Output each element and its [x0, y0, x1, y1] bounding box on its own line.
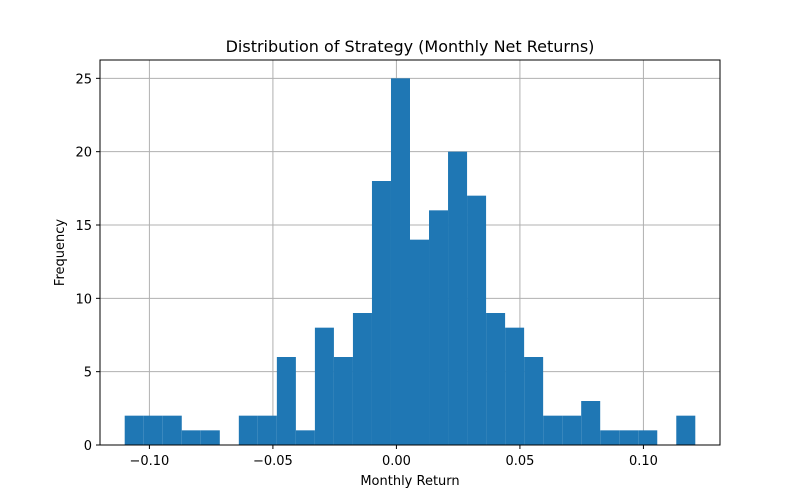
x-tick-label: 0.05 [505, 454, 534, 469]
histogram-bar [467, 195, 487, 445]
histogram-bar [619, 430, 639, 445]
x-tick-label: −0.10 [129, 454, 169, 469]
histogram-bar [448, 151, 468, 445]
histogram-bar [676, 415, 696, 445]
y-tick-label: 10 [75, 292, 92, 307]
x-axis-ticks: −0.10 −0.05 0.00 0.05 0.10 [129, 445, 658, 469]
histogram-bar [638, 430, 658, 445]
y-tick-label: 15 [75, 219, 92, 234]
histogram-bar [238, 415, 258, 445]
x-tick-label: 0.00 [382, 454, 411, 469]
chart-title: Distribution of Strategy (Monthly Net Re… [226, 37, 595, 56]
y-axis-ticks: 0 5 10 15 20 25 [75, 72, 100, 454]
histogram-bar [295, 430, 315, 445]
histogram-bar [162, 415, 182, 445]
histogram-bar [352, 313, 372, 445]
y-tick-label: 5 [84, 366, 92, 381]
y-tick-label: 20 [75, 146, 92, 161]
histogram-bar [143, 415, 163, 445]
plot-frame [99, 59, 721, 446]
histogram-bars [124, 78, 696, 445]
histogram-bar [562, 415, 582, 445]
histogram-bar [429, 210, 449, 445]
histogram-bar [524, 357, 544, 445]
y-tick-label: 25 [75, 72, 92, 87]
histogram-bar [486, 313, 506, 445]
y-tick-label: 0 [84, 439, 92, 454]
histogram-bar [543, 415, 563, 445]
x-axis-label: Monthly Return [360, 474, 459, 489]
x-tick-label: −0.05 [253, 454, 293, 469]
y-axis-label: Frequency [53, 219, 68, 286]
histogram-bar [410, 239, 430, 445]
histogram-bar [581, 401, 601, 445]
histogram-bar [181, 430, 201, 445]
histogram-bar [276, 357, 296, 445]
histogram-bar [200, 430, 220, 445]
histogram-bar [390, 78, 410, 445]
histogram-bar [314, 327, 334, 445]
histogram-bar [333, 357, 353, 445]
histogram-bar [257, 415, 277, 445]
histogram-bar [600, 430, 620, 445]
x-tick-label: 0.10 [629, 454, 658, 469]
histogram-bar [371, 181, 391, 445]
histogram-bar [124, 415, 144, 445]
histogram-bar [505, 327, 525, 445]
